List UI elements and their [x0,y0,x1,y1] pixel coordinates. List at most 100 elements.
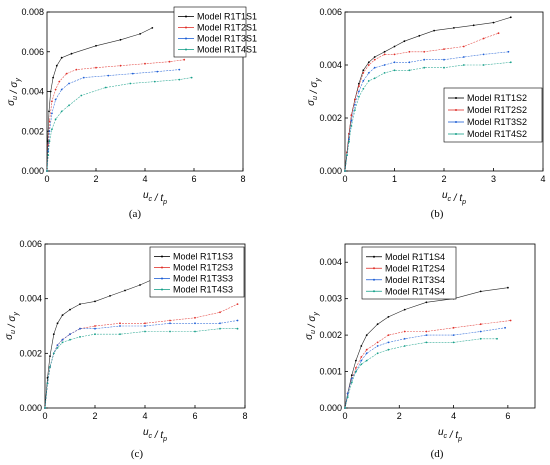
data-point [144,330,146,333]
data-point [479,290,482,293]
data-point [156,70,159,73]
data-point [350,114,353,117]
data-point [169,330,171,333]
legend-marker [455,121,457,123]
x-tick-label: 0 [42,411,47,421]
data-point [75,68,78,71]
panel-label: (b) [431,208,444,220]
data-point [52,352,55,355]
series-line [46,77,192,172]
legend-box [443,87,543,143]
data-point [393,53,396,56]
data-point [472,24,475,27]
y-tick-label: 0.004 [21,87,44,97]
legend-entry: Model R1T3S2 [467,117,527,127]
data-point [492,21,495,24]
data-point [129,82,132,85]
x-tick-label: 2 [397,411,402,421]
data-point [48,110,50,113]
data-point [61,341,64,344]
data-point [48,140,51,143]
legend-entry: Model R1T2S1 [197,23,257,33]
chart-panel-d: 0 2 4 6 0.000 0.001 0.002 0.003 0.004 uc / tp σu /… [304,243,536,443]
data-point [168,60,171,63]
legend-marker [455,97,457,99]
data-point [69,308,71,311]
y-tick-label: 0.000 [19,403,42,413]
data-point [387,348,390,351]
y-tick-label: 0.003 [319,294,342,304]
data-point [119,322,121,325]
data-point [452,326,455,329]
data-point [365,352,368,355]
data-point [139,284,141,286]
data-point [354,109,356,111]
series-model-r1t4s1 [46,76,193,172]
legend-entry: Model R1T1S4 [385,252,445,262]
data-point [403,337,406,340]
data-point [507,286,509,289]
y-tick-label: 0.000 [319,403,342,413]
data-point [119,38,122,41]
x-tick-label: 3 [491,174,496,184]
data-point [354,103,356,106]
y-axis-label: σu / σy [6,78,22,106]
data-point [425,330,428,333]
y-tick-label: 0.004 [319,257,342,267]
data-point [509,319,512,322]
series-line [44,328,238,409]
data-point [169,322,171,325]
y-tick-label: 0.000 [319,166,342,176]
data-point [497,32,500,35]
x-tick-label: 8 [242,411,247,421]
data-point [51,128,53,131]
data-point [350,119,353,122]
legend-marker [455,133,457,135]
y-tick-label: 0.006 [19,239,42,249]
data-point [52,76,54,79]
data-point [169,319,171,322]
data-point [119,64,122,67]
legend-marker [373,290,375,293]
x-tick-label: 0 [342,411,347,421]
data-point [79,303,81,305]
legend: Model R1T1S2 Model R1T2S2 Model R1T3S2 Mode… [443,87,543,143]
data-point [360,359,363,362]
data-point [54,88,57,91]
data-point [49,90,52,93]
data-point [94,300,96,303]
legend-entry: Model R1T3S1 [197,34,257,44]
data-point [219,311,221,314]
data-point [423,66,426,69]
series-line [344,327,506,409]
data-point [55,64,58,67]
data-point [362,69,365,72]
data-point [373,77,376,80]
data-point [194,316,196,319]
data-point [425,301,428,304]
data-point [56,322,59,325]
data-point [509,16,512,19]
legend-marker [373,278,375,281]
legend-entry: Model R1T2S4 [385,263,445,273]
data-point [387,316,390,318]
data-point [355,359,357,362]
y-tick-label: 0.002 [319,330,342,340]
data-point [344,407,346,409]
data-point [131,72,134,75]
series-model-r1t4s3 [44,327,239,409]
data-point [56,344,59,346]
x-tick-label: 2 [93,174,98,184]
series-line [46,27,153,172]
data-point [367,61,370,64]
x-axis-label: uc / tp [143,190,167,206]
data-point [219,322,221,325]
data-point [60,110,63,113]
y-tick-label: 0.002 [19,348,42,358]
series-model-r1t1s3 [44,278,154,409]
data-point [482,37,485,40]
series-model-r1t2s3 [44,303,239,409]
legend-entry: Model R1T4S1 [197,45,257,55]
data-point [346,396,349,398]
x-tick-label: 2 [92,411,97,421]
